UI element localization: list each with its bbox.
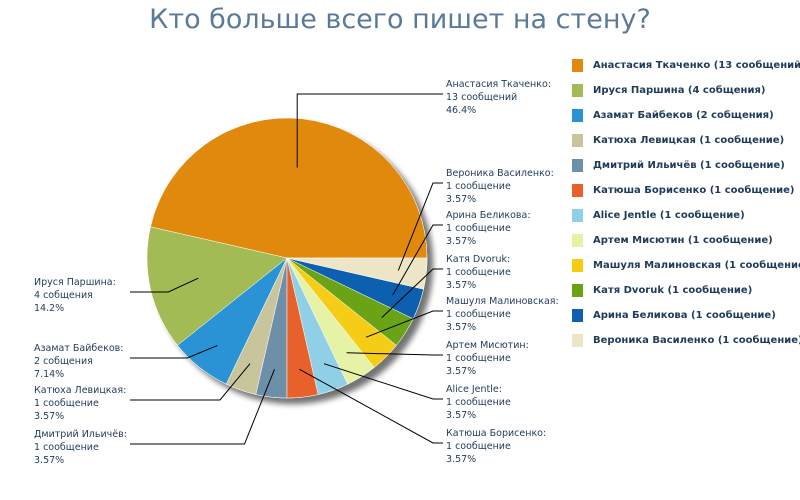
- leader-line-азамат-байбеков: [130, 345, 218, 359]
- slice-label-name: Катюха Левицкая:: [34, 385, 126, 396]
- slice-label-name: Alice Jentle:: [446, 384, 502, 395]
- slice-label-percent: 3.57%: [34, 411, 64, 422]
- slice-label-count: 1 сообщение: [446, 353, 511, 364]
- leader-line-анастасия-ткаченко: [296, 93, 443, 168]
- slice-label-name: Ируся Паршина:: [34, 277, 116, 288]
- slice-label-name: Анастасия Ткаченко:: [446, 79, 551, 90]
- legend-item-дмитрий-ильичёв: Дмитрий Ильичёв (1 сообщение): [572, 153, 798, 178]
- legend-swatch: [572, 259, 583, 272]
- legend-label: Дмитрий Ильичёв (1 сообщение): [593, 160, 785, 171]
- leader-line-ируся-паршина: [130, 277, 199, 293]
- legend-item-анастасия-ткаченко: Анастасия Ткаченко (13 сообщений): [572, 53, 800, 78]
- legend-label: Арина Беликова (1 сообщение): [593, 310, 776, 321]
- legend-item-артем-мисютин: Артем Мисютин (1 сообщение): [572, 228, 798, 253]
- legend-label: Катюха Левицкая (1 сообщение): [593, 135, 785, 146]
- legend-label: Катя Dvoruk (1 сообщение): [593, 285, 753, 296]
- slice-label-percent: 3.57%: [446, 322, 476, 333]
- slice-label-count: 1 сообщение: [34, 442, 99, 453]
- legend-swatch: [572, 184, 583, 197]
- legend-swatch: [572, 334, 583, 347]
- legend-item-ируся-паршина: Ируся Паршина (4 собщения): [572, 78, 798, 103]
- legend-label: Машуля Малиновская (1 сообщение): [593, 260, 800, 271]
- leader-line-дмитрий-ильичёв: [130, 369, 275, 445]
- slice-label-percent: 46.4%: [446, 105, 476, 116]
- slice-label-name: Артем Мисютин:: [446, 340, 529, 351]
- legend-item-катя-dvoruk: Катя Dvoruk (1 сообщение): [572, 278, 798, 303]
- leader-line-катюха-левицкая: [130, 363, 251, 401]
- legend-swatch: [572, 134, 583, 147]
- slice-label-percent: 3.57%: [446, 194, 476, 205]
- slice-label-count: 1 сообщение: [446, 441, 511, 452]
- slice-label-name: Азамат Байбеков:: [34, 343, 123, 354]
- slice-label-count: 2 собщения: [34, 356, 93, 367]
- leader-line-машуля-малиновская: [366, 310, 443, 338]
- slice-label-count: 1 сообщение: [446, 267, 511, 278]
- slice-label-name: Катя Dvoruk:: [446, 254, 510, 265]
- legend-swatch: [572, 209, 583, 222]
- slice-label-percent: 3.57%: [446, 236, 476, 247]
- legend-label: Азамат Байбеков (2 собщения): [593, 110, 774, 121]
- leader-line-арина-беликова: [392, 224, 443, 296]
- legend-item-азамат-байбеков: Азамат Байбеков (2 собщения): [572, 103, 798, 128]
- slice-label-percent: 3.57%: [446, 454, 476, 465]
- legend-item-катюха-левицкая: Катюха Левицкая (1 сообщение): [572, 128, 798, 153]
- slice-label-count: 1 сообщение: [446, 309, 511, 320]
- legend-swatch: [572, 284, 583, 297]
- legend: Анастасия Ткаченко (13 сообщений) Ируся П…: [572, 53, 800, 353]
- legend-label: Катюша Борисенко (1 сообщение): [593, 185, 795, 196]
- slice-label-percent: 3.57%: [446, 366, 476, 377]
- legend-label: Вероника Василенко (1 сообщение): [593, 335, 800, 346]
- pie-slice-вероника-василенко: [286, 257, 428, 290]
- legend-swatch: [572, 84, 583, 97]
- pie-chart: Анастасия Ткаченко: 13 сообщений 46.4% Ирус…: [34, 79, 559, 466]
- slice-label-percent: 14.2%: [34, 303, 64, 314]
- leader-line-артем-мисютин: [346, 352, 443, 356]
- legend-swatch: [572, 109, 583, 122]
- slice-label-name: Машуля Малиновская:: [446, 296, 559, 307]
- slice-label-name: Арина Беликова:: [446, 210, 531, 221]
- leader-line-вероника-василенко: [397, 182, 443, 271]
- legend-swatch: [572, 234, 583, 247]
- slice-label-percent: 3.57%: [446, 280, 476, 291]
- leader-line-катя-dvoruk: [381, 268, 443, 318]
- legend-swatch: [572, 59, 583, 72]
- legend-swatch: [572, 309, 583, 322]
- legend-label: Alice Jentle (1 сообщение): [593, 210, 745, 221]
- slice-label-count: 1 сообщение: [446, 223, 511, 234]
- slice-label-count: 1 сообщение: [34, 398, 99, 409]
- slice-label-percent: 3.57%: [34, 455, 64, 466]
- legend-label: Артем Мисютин (1 сообщение): [593, 235, 773, 246]
- slice-label-percent: 3.57%: [446, 410, 476, 421]
- legend-item-арина-беликова: Арина Беликова (1 сообщение): [572, 303, 798, 328]
- legend-item-катюша-борисенко: Катюша Борисенко (1 сообщение): [572, 178, 798, 203]
- slice-label-name: Вероника Василенко:: [446, 168, 554, 179]
- legend-item-машуля-малиновская: Машуля Малиновская (1 сообщение): [572, 253, 800, 278]
- legend-item-alice-jentle: Alice Jentle (1 сообщение): [572, 203, 798, 228]
- leader-line-alice-jentle: [323, 363, 443, 400]
- pie-slice-анастасия-ткаченко: [150, 117, 428, 259]
- slice-label-name: Катюша Борисенко:: [446, 428, 546, 439]
- legend-swatch: [572, 159, 583, 172]
- leader-line-катюша-борисенко: [299, 368, 443, 444]
- legend-label: Ируся Паршина (4 собщения): [593, 85, 766, 96]
- slice-label-count: 4 собщения: [34, 290, 93, 301]
- legend-item-вероника-василенко: Вероника Василенко (1 сообщение): [572, 328, 800, 353]
- slice-label-count: 13 сообщений: [446, 92, 517, 103]
- slice-label-name: Дмитрий Ильичёв:: [34, 429, 127, 440]
- chart-title: Кто больше всего пишет на стену?: [149, 4, 651, 35]
- pie-slice-ируся-паршина: [146, 226, 288, 346]
- slice-label-count: 1 сообщение: [446, 397, 511, 408]
- slice-label-percent: 7.14%: [34, 369, 64, 380]
- legend-label: Анастасия Ткаченко (13 сообщений): [593, 60, 800, 71]
- slice-label-count: 1 сообщение: [446, 181, 511, 192]
